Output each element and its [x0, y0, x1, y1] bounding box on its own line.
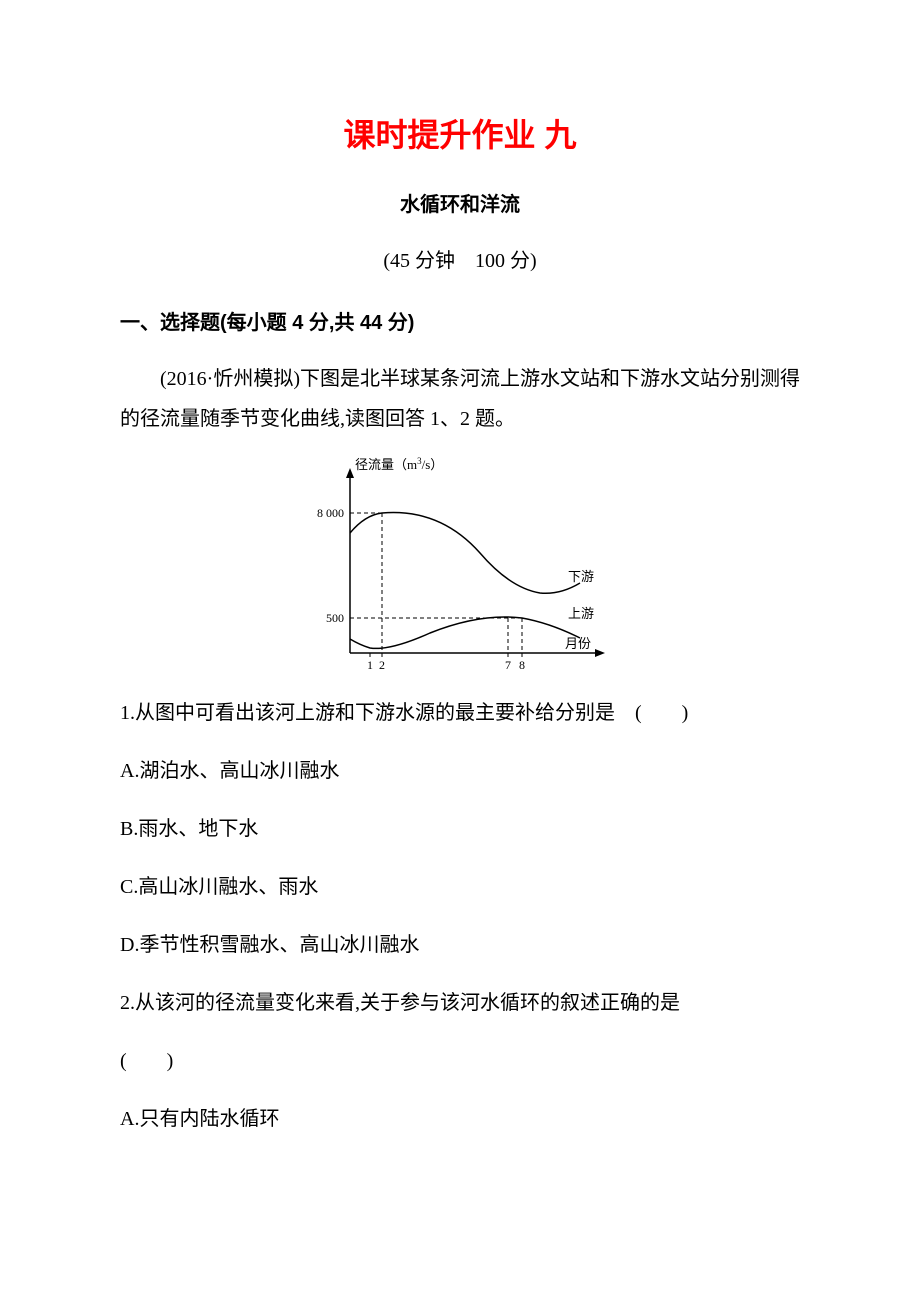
section-header: 一、选择题(每小题 4 分,共 44 分)	[120, 307, 800, 339]
question-1-option-a: A.湖泊水、高山冰川融水	[120, 751, 800, 791]
intro-paragraph: (2016·忻州模拟)下图是北半球某条河流上游水文站和下游水文站分别测得的径流量…	[120, 359, 800, 439]
svg-text:1: 1	[367, 658, 373, 672]
svg-text:下游: 下游	[568, 569, 594, 584]
question-2-option-a: A.只有内陆水循环	[120, 1099, 800, 1139]
svg-text:月份: 月份	[565, 636, 591, 651]
chart-container: 径流量（m3/s） 月份 500 8 000 12 78 下游上游	[120, 453, 800, 673]
question-1: 1.从图中可看出该河上游和下游水源的最主要补给分别是 ( )	[120, 693, 800, 733]
svg-text:2: 2	[379, 658, 385, 672]
svg-text:500: 500	[326, 611, 344, 625]
svg-text:7: 7	[505, 658, 511, 672]
page-subtitle: 水循环和洋流	[120, 189, 800, 221]
svg-text:上游: 上游	[568, 606, 594, 621]
runoff-chart: 径流量（m3/s） 月份 500 8 000 12 78 下游上游	[300, 453, 620, 673]
question-2-line1: 2.从该河的径流量变化来看,关于参与该河水循环的叙述正确的是	[120, 983, 800, 1023]
svg-text:径流量（m3/s）: 径流量（m3/s）	[355, 456, 443, 472]
question-1-option-b: B.雨水、地下水	[120, 809, 800, 849]
question-1-option-c: C.高山冰川融水、雨水	[120, 867, 800, 907]
svg-text:8 000: 8 000	[317, 506, 344, 520]
question-2-line2: ( )	[120, 1041, 800, 1081]
question-1-option-d: D.季节性积雪融水、高山冰川融水	[120, 925, 800, 965]
svg-text:8: 8	[519, 658, 525, 672]
page-title: 课时提升作业 九	[120, 110, 800, 161]
timing-info: (45 分钟 100 分)	[120, 245, 800, 277]
